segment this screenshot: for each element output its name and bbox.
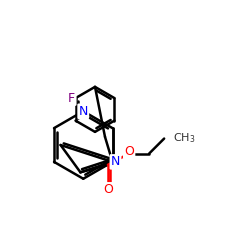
Text: O: O xyxy=(103,183,113,196)
Text: N: N xyxy=(78,105,88,118)
Text: F: F xyxy=(68,92,75,104)
Text: N: N xyxy=(111,156,120,168)
Text: CH$_3$: CH$_3$ xyxy=(173,132,196,145)
Text: O: O xyxy=(124,144,134,158)
